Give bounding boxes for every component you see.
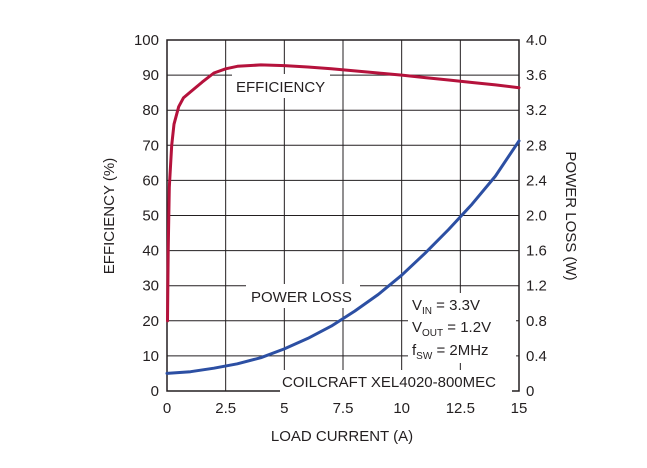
x-tick-label-1: 2.5: [215, 400, 236, 417]
right-tick-label-10: 4.0: [526, 32, 547, 49]
left-axis-title: EFFICIENCY (%): [101, 158, 118, 274]
efficiency-label: EFFICIENCY: [236, 79, 325, 96]
x-tick-label-2: 5: [280, 400, 288, 417]
efficiency-label-bg: [232, 74, 330, 98]
right-tick-label-8: 3.2: [526, 102, 547, 119]
left-tick-label-0: 0: [151, 383, 159, 400]
right-tick-label-1: 0.4: [526, 348, 547, 365]
left-tick-label-5: 50: [142, 208, 159, 225]
right-tick-label-3: 1.2: [526, 278, 547, 295]
series-line-efficiency: [166, 63, 521, 323]
right-tick-label-2: 0.8: [526, 313, 547, 330]
left-tick-label-10: 100: [134, 32, 159, 49]
right-tick-label-7: 2.8: [526, 137, 547, 154]
x-axis-title: LOAD CURRENT (A): [271, 428, 413, 445]
left-tick-label-7: 70: [142, 137, 159, 154]
left-tick-label-4: 40: [142, 243, 159, 260]
inductor-label: COILCRAFT XEL4020-800MEC: [282, 374, 496, 391]
right-axis-ticks: 0 0.4 0.8 1.2 1.6 2.0 2.4 2.8 3.2 3.6 4.0: [526, 32, 547, 400]
x-tick-label-4: 10: [393, 400, 410, 417]
left-tick-label-8: 80: [142, 102, 159, 119]
x-tick-label-0: 0: [163, 400, 171, 417]
x-tick-label-3: 7.5: [333, 400, 354, 417]
right-tick-label-5: 2.0: [526, 208, 547, 225]
fsw-label: fSW = 2MHz: [412, 342, 489, 362]
right-tick-label-0: 0: [526, 383, 534, 400]
inductor-label-bg: [280, 370, 512, 392]
vin-label: VIN = 3.3V: [412, 297, 480, 317]
right-tick-label-6: 2.4: [526, 172, 547, 189]
left-tick-label-9: 90: [142, 67, 159, 84]
right-axis-title: POWER LOSS (W): [562, 151, 579, 280]
left-tick-label-6: 60: [142, 172, 159, 189]
conditions-label-bg: [408, 293, 516, 363]
right-tick-label-4: 1.6: [526, 243, 547, 260]
right-tick-label-9: 3.6: [526, 67, 547, 84]
x-tick-label-5: 12.5: [446, 400, 475, 417]
left-tick-label-3: 30: [142, 278, 159, 295]
vout-label: VOUT = 1.2V: [412, 319, 491, 339]
left-tick-label-2: 20: [142, 313, 159, 330]
left-axis-ticks: 0 10 20 30 40 50 60 70 80 90 100: [134, 32, 159, 400]
x-axis-ticks: 0 2.5 5 7.5 10 12.5 15: [163, 400, 528, 417]
x-tick-label-6: 15: [511, 400, 528, 417]
power-loss-label: POWER LOSS: [251, 289, 352, 306]
power-loss-label-bg: [246, 284, 360, 308]
left-tick-label-1: 10: [142, 348, 159, 365]
series-line-power-loss: [165, 139, 521, 375]
